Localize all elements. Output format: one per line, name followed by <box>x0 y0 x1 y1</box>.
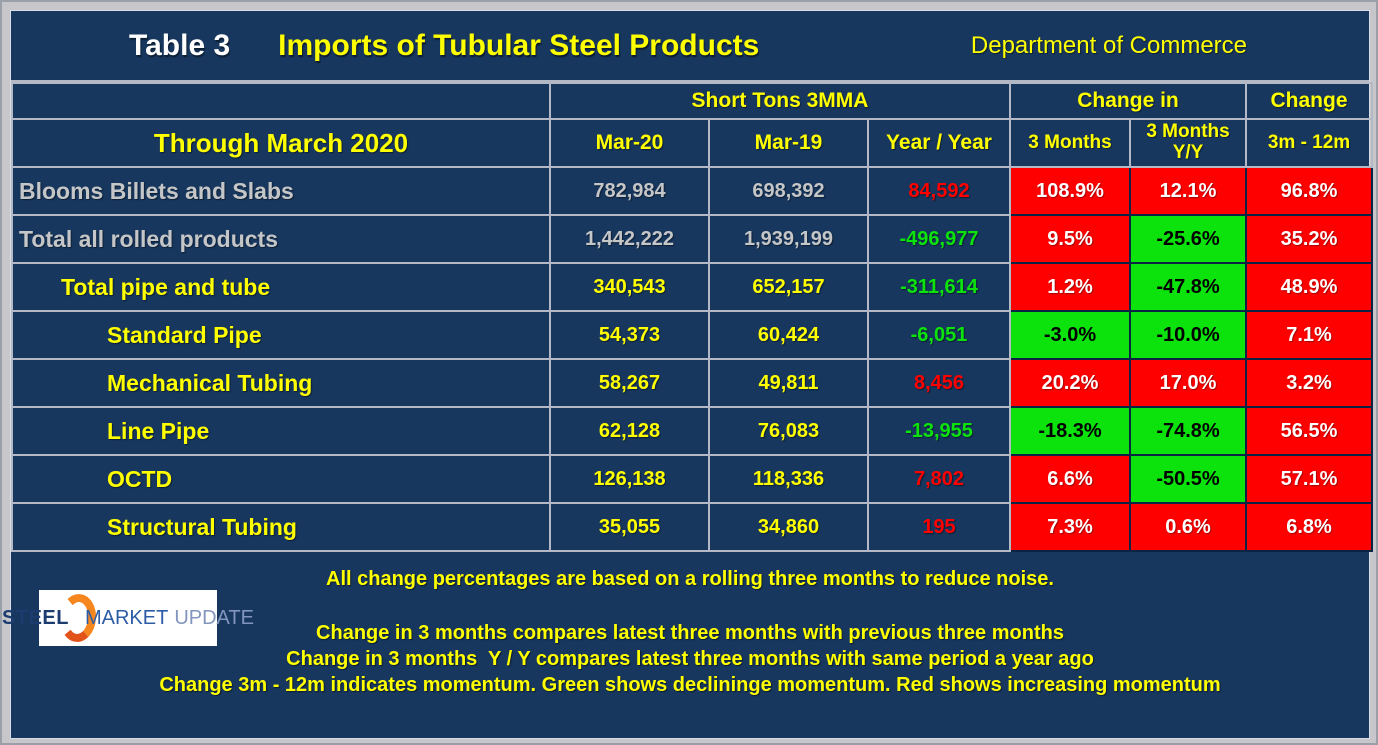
row-label: Structural Tubing <box>11 502 551 552</box>
cell-mar20: 1,442,222 <box>549 214 710 264</box>
group-change: Change <box>1245 82 1374 120</box>
cell-change-3m-12m: 3.2% <box>1245 358 1374 408</box>
footnote-methodology: All change percentages are based on a ro… <box>326 568 1054 590</box>
cell-change-3m-yy: -50.5% <box>1128 454 1248 504</box>
cell-mar19: 49,811 <box>708 358 869 408</box>
cell-change-3m-12m: 57.1% <box>1245 454 1374 504</box>
col-header-3-months: 3 Months <box>1009 118 1131 168</box>
row-label: Mechanical Tubing <box>11 358 551 408</box>
cell-change-3m-yy: -10.0% <box>1128 310 1248 360</box>
cell-change-3m: 6.6% <box>1009 454 1131 504</box>
cell-year-year: 195 <box>867 502 1011 552</box>
cell-change-3m: 108.9% <box>1009 166 1131 216</box>
table-row: Standard Pipe 54,373 60,424 -6,051 -3.0% -10.… <box>11 310 1374 360</box>
cell-year-year: -6,051 <box>867 310 1011 360</box>
smu-logo: STEEL MARKET UPDATE <box>2 590 254 646</box>
cell-change-3m-yy: -74.8% <box>1128 406 1248 456</box>
row-label: Line Pipe <box>11 406 551 456</box>
logo-market-text: MARKET <box>84 606 169 629</box>
table-row: Total all rolled products 1,442,222 1,939,… <box>11 214 1374 264</box>
report-panel: Table 3 Imports of Tubular Steel Product… <box>2 10 1374 739</box>
empty-header-cell <box>11 82 551 120</box>
row-label: OCTD <box>11 454 551 504</box>
cell-change-3m: -18.3% <box>1009 406 1131 456</box>
cell-mar19: 76,083 <box>708 406 869 456</box>
logo-steel-text: STEEL <box>2 606 69 629</box>
cell-year-year: -311,614 <box>867 262 1011 312</box>
cell-change-3m: 9.5% <box>1009 214 1131 264</box>
source-label: Department of Commerce <box>970 31 1247 59</box>
footer: STEEL MARKET UPDATE All change percentag… <box>2 552 1369 738</box>
cell-year-year: 84,592 <box>867 166 1011 216</box>
cell-year-year: -13,955 <box>867 406 1011 456</box>
cell-mar20: 58,267 <box>549 358 710 408</box>
cell-change-3m-yy: 17.0% <box>1128 358 1248 408</box>
footnote-change-3m-yy: Change in 3 months Y / Y compares latest… <box>286 648 1094 670</box>
cell-mar20: 54,373 <box>549 310 710 360</box>
page-title: Imports of Tubular Steel Products <box>278 28 760 62</box>
table-row: Mechanical Tubing 58,267 49,811 8,456 20.2% 1… <box>11 358 1374 408</box>
table-row: Blooms Billets and Slabs 782,984 698,392 84… <box>11 166 1374 216</box>
table-body: Blooms Billets and Slabs 782,984 698,392 84… <box>11 166 1374 552</box>
cell-year-year: -496,977 <box>867 214 1011 264</box>
cell-mar19: 118,336 <box>708 454 869 504</box>
row-label: Blooms Billets and Slabs <box>11 166 551 216</box>
cell-change-3m: -3.0% <box>1009 310 1131 360</box>
table-row: Line Pipe 62,128 76,083 -13,955 -18.3% -74.8%… <box>11 406 1374 456</box>
group-short-tons: Short Tons 3MMA <box>549 82 1011 120</box>
cell-change-3m-12m: 7.1% <box>1245 310 1374 360</box>
cell-mar19: 698,392 <box>708 166 869 216</box>
cell-year-year: 7,802 <box>867 454 1011 504</box>
cell-change-3m: 7.3% <box>1009 502 1131 552</box>
cell-mar20: 340,543 <box>549 262 710 312</box>
cell-mar19: 60,424 <box>708 310 869 360</box>
footnote-change-3m: Change in 3 months compares latest three… <box>316 622 1064 644</box>
cell-mar19: 34,860 <box>708 502 869 552</box>
cell-change-3m-yy: 0.6% <box>1128 502 1248 552</box>
cell-mar19: 652,157 <box>708 262 869 312</box>
footnotes: All change percentages are based on a ro… <box>11 552 1369 698</box>
table-row: Structural Tubing 35,055 34,860 195 7.3% 0.6%… <box>11 502 1374 552</box>
row-label: Standard Pipe <box>11 310 551 360</box>
row-label: Total pipe and tube <box>11 262 551 312</box>
period-label: Through March 2020 <box>11 118 551 168</box>
cell-change-3m-12m: 96.8% <box>1245 166 1374 216</box>
col-header-3m-12m: 3m - 12m <box>1245 118 1374 168</box>
logo-update-text: UPDATE <box>174 606 254 629</box>
cell-change-3m: 20.2% <box>1009 358 1131 408</box>
table-number-label: Table 3 <box>129 28 231 62</box>
cell-mar19: 1,939,199 <box>708 214 869 264</box>
col-header-mar19: Mar-19 <box>708 118 869 168</box>
row-label: Total all rolled products <box>11 214 551 264</box>
cell-mar20: 782,984 <box>549 166 710 216</box>
cell-change-3m-12m: 35.2% <box>1245 214 1374 264</box>
cell-mar20: 35,055 <box>549 502 710 552</box>
cell-change-3m-yy: -25.6% <box>1128 214 1248 264</box>
cell-change-3m-12m: 56.5% <box>1245 406 1374 456</box>
cell-change-3m-12m: 6.8% <box>1245 502 1374 552</box>
footnote-change-3m-12m: Change 3m - 12m indicates momentum. Gree… <box>159 674 1221 696</box>
table-row: OCTD 126,138 118,336 7,802 6.6% -50.5% 57.1% <box>11 454 1374 504</box>
column-group-row: Short Tons 3MMA Change in Change <box>11 82 1374 120</box>
cell-change-3m: 1.2% <box>1009 262 1131 312</box>
table-row: Total pipe and tube 340,543 652,157 -311,61… <box>11 262 1374 312</box>
cell-year-year: 8,456 <box>867 358 1011 408</box>
imports-table: Short Tons 3MMA Change in Change Through… <box>11 82 1374 552</box>
cell-mar20: 126,138 <box>549 454 710 504</box>
col-header-year-year: Year / Year <box>867 118 1011 168</box>
cell-change-3m-yy: 12.1% <box>1128 166 1248 216</box>
cell-change-3m-yy: -47.8% <box>1128 262 1248 312</box>
group-change-in: Change in <box>1008 82 1248 120</box>
title-bar: Table 3 Imports of Tubular Steel Product… <box>11 11 1369 82</box>
column-header-row: Through March 2020 Mar-20 Mar-19 Year / … <box>11 118 1374 168</box>
col-header-3-months-yy: 3 Months Y/Y <box>1128 118 1248 168</box>
cell-change-3m-12m: 48.9% <box>1245 262 1374 312</box>
cell-mar20: 62,128 <box>549 406 710 456</box>
col-header-mar20: Mar-20 <box>549 118 710 168</box>
